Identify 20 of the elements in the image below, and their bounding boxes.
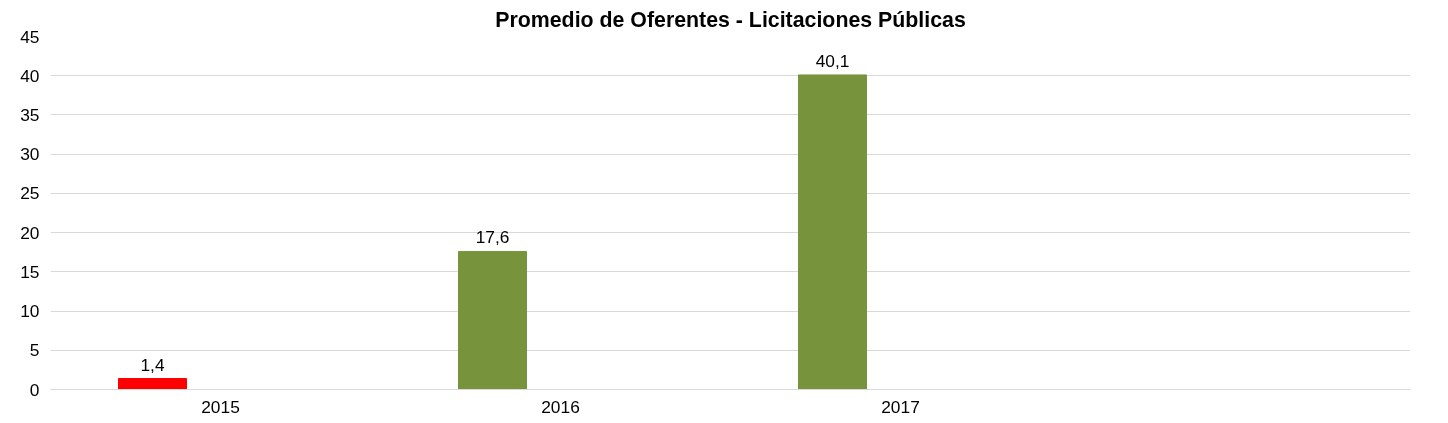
bar <box>798 74 867 390</box>
y-tick-label: 10 <box>20 301 40 322</box>
bar <box>118 378 187 390</box>
data-label: 40,1 <box>815 50 850 71</box>
y-tick-label: 20 <box>20 222 40 243</box>
y-tick-label: 15 <box>20 261 40 282</box>
data-label: 1,4 <box>140 354 165 375</box>
y-tick-label: 30 <box>20 144 40 165</box>
x-tick-label: 2017 <box>881 396 920 417</box>
bar <box>458 250 527 390</box>
y-tick-label: 5 <box>29 340 40 361</box>
chart-title: Promedio de Oferentes - Licitaciones Públicas <box>495 7 966 32</box>
data-label: 17,6 <box>475 227 510 248</box>
y-tick-label: 45 <box>20 26 40 47</box>
y-tick-label: 0 <box>29 379 40 400</box>
y-tick-label: 35 <box>20 104 40 125</box>
x-tick-label: 2016 <box>541 396 580 417</box>
y-tick-label: 25 <box>20 183 40 204</box>
y-tick-label: 40 <box>20 65 40 86</box>
x-tick-label: 2015 <box>201 396 240 417</box>
